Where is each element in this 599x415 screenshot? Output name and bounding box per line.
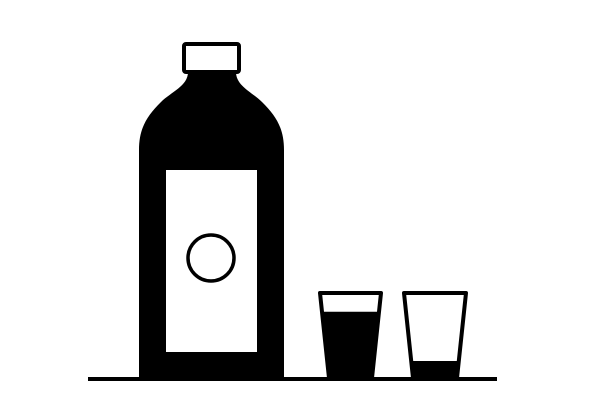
left-glass-liquid <box>321 311 380 378</box>
right-glass-liquid <box>411 361 459 378</box>
nearly-empty-glass-icon <box>402 291 468 380</box>
bottle-icon <box>139 42 284 379</box>
label-emblem <box>186 233 236 283</box>
full-glass-icon <box>318 291 383 380</box>
bottle-cap <box>182 42 241 74</box>
